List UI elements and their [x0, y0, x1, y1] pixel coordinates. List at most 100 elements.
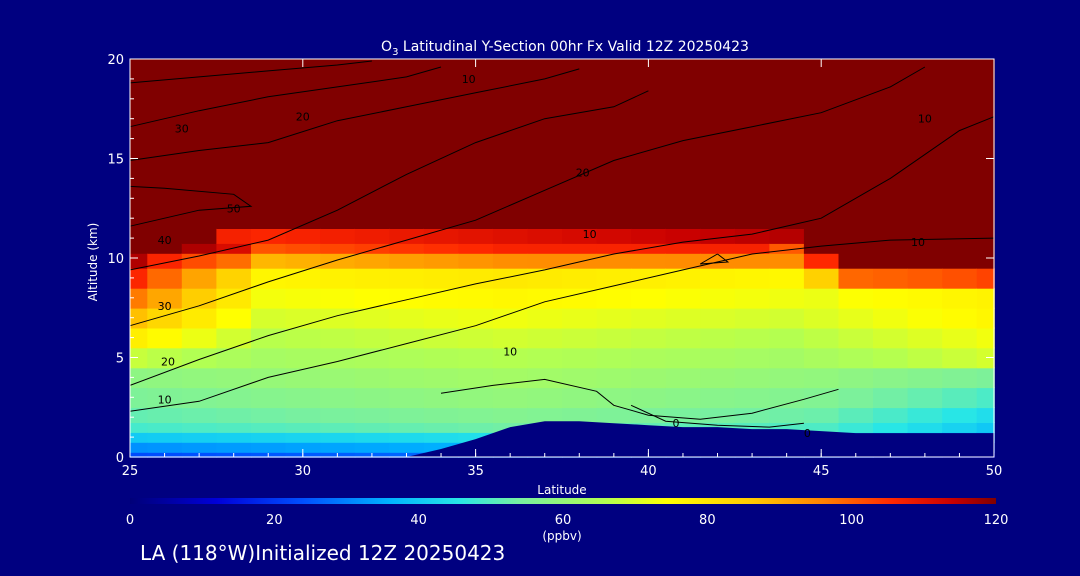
field-cell [562, 88, 598, 110]
field-cell [458, 243, 494, 254]
field-cell [181, 407, 218, 423]
field-cell [492, 287, 529, 309]
field-cell [942, 228, 978, 244]
field-cell [700, 268, 736, 289]
field-cell [665, 59, 702, 70]
field-cell [354, 243, 390, 254]
field-cell [942, 253, 978, 269]
field-cell [976, 208, 995, 229]
field-cell [527, 287, 563, 309]
field-cell [216, 422, 252, 433]
field-cell [838, 243, 874, 254]
field-cell [803, 88, 840, 110]
x-tick-label: 40 [640, 464, 657, 479]
field-cell [354, 188, 390, 209]
field-cell [285, 188, 321, 209]
field-cell [942, 188, 978, 209]
field-cell [354, 68, 390, 90]
x-tick-label: 25 [122, 464, 139, 479]
field-cell [700, 407, 736, 423]
field-cell [130, 347, 149, 369]
field-cell [216, 228, 252, 244]
field-cell [147, 387, 183, 409]
field-cell [596, 168, 632, 190]
field-cell [873, 307, 909, 329]
field-cell [181, 442, 218, 453]
field-cell [147, 188, 183, 209]
field-cell [492, 367, 529, 389]
field-cell [942, 59, 978, 70]
field-cell [976, 188, 995, 209]
field-cell [596, 243, 632, 254]
field-cell [734, 327, 771, 349]
field-cell [769, 268, 805, 289]
field-cell [423, 243, 460, 254]
field-cell [320, 253, 356, 269]
field-cell [631, 387, 667, 409]
field-cell [354, 422, 390, 433]
field-cell [216, 327, 252, 349]
colorbar-tick-label: 80 [699, 513, 716, 528]
contour-label: 10 [158, 393, 172, 406]
field-cell [734, 387, 771, 409]
field-cell [907, 88, 943, 110]
field-cell [527, 253, 563, 269]
field-cell [389, 407, 425, 423]
field-cell [423, 307, 460, 329]
contour-line [129, 90, 649, 271]
field-cell [907, 422, 943, 433]
field-cell [527, 327, 563, 349]
field-cell [803, 268, 840, 289]
field-cell [631, 268, 667, 289]
field-cell [354, 268, 390, 289]
field-cell [942, 347, 978, 369]
field-cell [769, 243, 805, 254]
field-cell [976, 407, 995, 423]
field-cell [423, 228, 460, 244]
field-cell [216, 268, 252, 289]
field-cell [285, 367, 321, 389]
field-cell [147, 327, 183, 349]
field-cell [942, 108, 978, 130]
field-cell [803, 128, 840, 150]
field-cell [942, 422, 978, 433]
field-cell [700, 243, 736, 254]
ozone-contours [129, 60, 995, 428]
field-cell [596, 367, 632, 389]
x-tick-label: 35 [467, 464, 484, 479]
field-cell [527, 108, 563, 130]
terrain-mask [130, 421, 994, 457]
field-cell [838, 268, 874, 289]
field-cell [596, 128, 632, 150]
field-cell [769, 327, 805, 349]
field-cell [285, 422, 321, 433]
x-axis: 25 30 35 40 45 50 [122, 59, 1002, 479]
field-cell [907, 208, 943, 229]
field-cell [838, 367, 874, 389]
field-cell [734, 188, 771, 209]
field-cell [596, 307, 632, 329]
field-cell [320, 148, 356, 170]
field-cell [423, 148, 460, 170]
field-cell [147, 347, 183, 369]
field-cell [700, 347, 736, 369]
field-cell [803, 422, 840, 433]
field-cell [354, 287, 390, 309]
field-cell [130, 407, 149, 423]
field-cell [181, 59, 218, 70]
field-cell [216, 88, 252, 110]
field-cell [562, 228, 598, 244]
field-cell [803, 208, 840, 229]
field-cell [631, 307, 667, 329]
field-cell [130, 452, 149, 458]
field-cell [285, 287, 321, 309]
field-cell [665, 387, 702, 409]
field-cell [354, 432, 390, 443]
field-cell [285, 442, 321, 453]
field-cell [320, 387, 356, 409]
field-cell [631, 253, 667, 269]
field-cell [665, 407, 702, 423]
field-cell [423, 68, 460, 90]
field-cell [458, 168, 494, 190]
